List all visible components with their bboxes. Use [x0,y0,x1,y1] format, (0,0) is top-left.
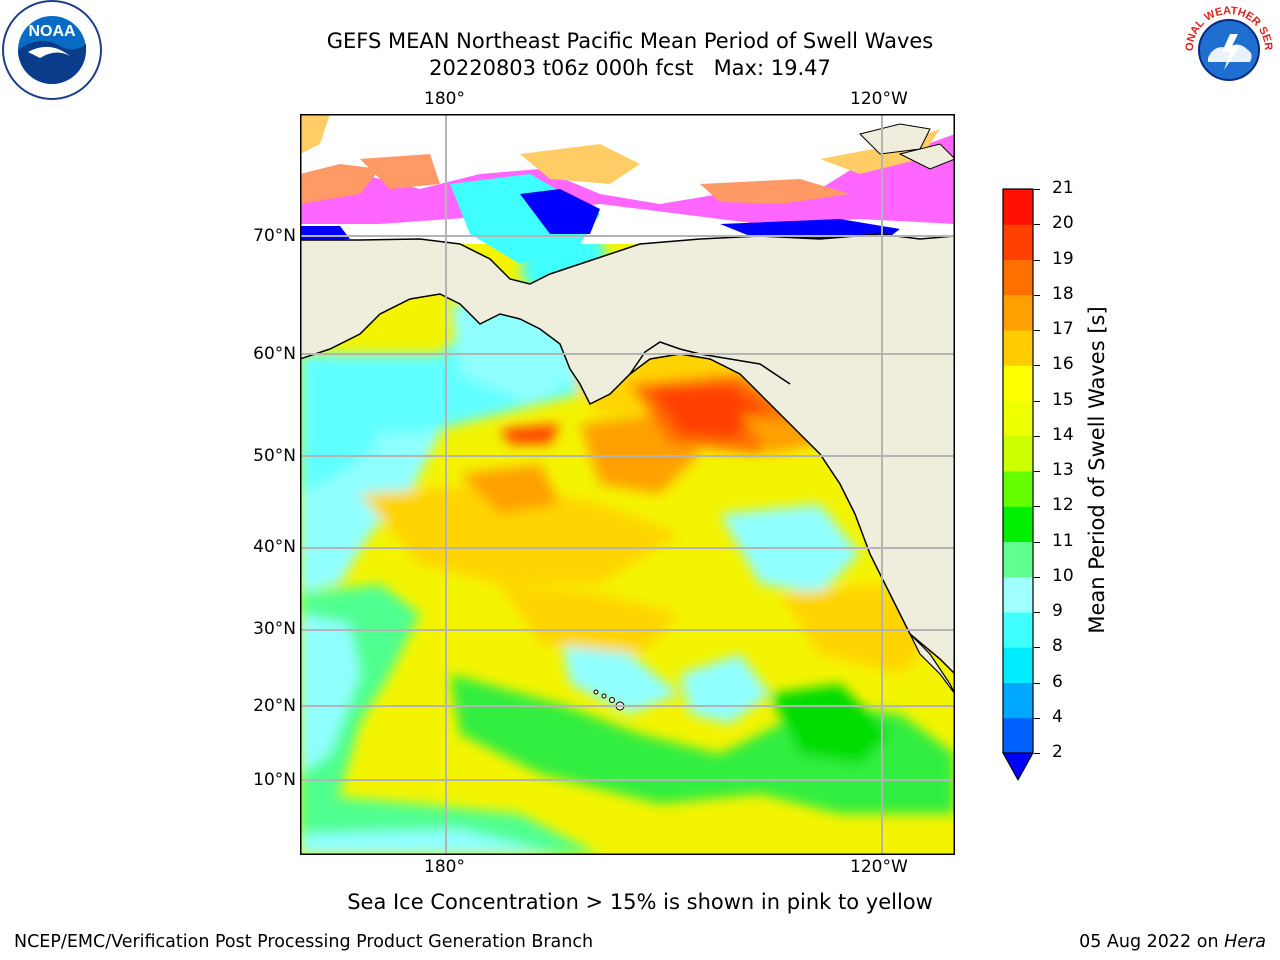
footer-host: Hera [1224,932,1266,952]
colorbar-tick-label: 4 [1052,706,1063,727]
colorbar-tick-mark [1034,365,1040,367]
noaa-logo: NOAA [2,0,102,100]
colorbar-tick-mark [1034,682,1040,684]
colorbar-label: Mean Period of Swell Waves [s] [1085,306,1109,634]
colorbar-tick-mark [1034,506,1040,508]
lon-label-top-180: 180° [424,89,465,109]
swell-period-map [300,114,955,855]
colorbar-tick-mark [1034,259,1040,261]
colorbar [1002,188,1034,782]
colorbar-tick-mark [1034,471,1040,472]
colorbar-tick-label: 2 [1052,742,1063,762]
nws-logo: NATIONAL WEATHER SERVICE [1178,0,1277,98]
colorbar-tick-label: 10 [1052,565,1074,586]
colorbar-swatch [1003,647,1033,683]
colorbar-swatch [1003,189,1033,225]
colorbar-tick-label: 21 [1052,178,1074,198]
colorbar-swatch [1003,294,1033,331]
colorbar-swatch [1003,471,1033,507]
colorbar-tick-label: 19 [1052,248,1074,269]
colorbar-tick-label: 11 [1052,530,1074,551]
colorbar-tick-mark [1034,400,1040,402]
colorbar-swatch [1003,259,1033,296]
lon-label-bottom-180: 180° [424,857,465,877]
land [300,123,955,711]
map-frame [300,114,955,855]
colorbar-tick-mark [1034,330,1040,331]
lat-label-10n: 10°N [253,770,296,790]
map-subtitle: 20220803 t06z 000h fcst Max: 19.47 [429,56,831,80]
colorbar-tick-label: 12 [1052,495,1074,516]
colorbar-swatch [1003,435,1033,472]
map-title: GEFS MEAN Northeast Pacific Mean Period … [326,29,934,53]
colorbar-tick-label: 9 [1052,601,1063,621]
lon-label-top-120w: 120°W [850,89,908,109]
colorbar-tick-mark [1034,647,1040,649]
colorbar-tick-label: 18 [1052,283,1074,304]
footer-date: 05 Aug 2022 on Hera [1079,932,1266,952]
colorbar-tick-label: 17 [1052,319,1074,339]
lat-label-70n: 70°N [253,226,296,246]
graticule [300,114,955,855]
colorbar-tick-label: 15 [1052,389,1074,410]
colorbar-tick-mark [1034,717,1040,719]
colorbar-swatch [1003,612,1033,648]
colorbar-swatch [1003,576,1033,613]
colorbar-tick-mark [1034,753,1040,754]
colorbar-tick-mark [1034,189,1040,190]
colorbar-tick-mark [1034,576,1040,578]
lat-label-40n: 40°N [253,537,296,557]
colorbar-tick-label: 8 [1052,636,1063,657]
colorbar-swatch [1003,506,1033,542]
noaa-logo-text: NOAA [28,23,76,40]
colorbar-frame [1002,188,1034,754]
colorbar-tick-label: 13 [1052,460,1074,480]
sea-ice-caption: Sea Ice Concentration > 15% is shown in … [347,890,933,914]
colorbar-swatch [1003,365,1033,401]
colorbar-swatch [1003,682,1033,719]
lat-label-30n: 30°N [253,619,296,639]
footer-date-text: 05 Aug 2022 on [1079,932,1219,952]
colorbar-tick-label: 6 [1052,671,1063,692]
lat-label-20n: 20°N [253,696,296,716]
colorbar-tick-mark [1034,435,1040,437]
colorbar-tick-label: 14 [1052,424,1074,445]
colorbar-tick-mark [1034,541,1040,543]
colorbar-tick-mark [1034,224,1040,226]
sea-ice-area [300,114,955,264]
colorbar-swatch [1003,224,1033,260]
colorbar-tick-label: 20 [1052,213,1074,234]
lon-label-bottom-120w: 120°W [850,857,908,877]
colorbar-extend-arrow [1002,752,1034,782]
colorbar-swatch [1003,400,1033,437]
lat-label-60n: 60°N [253,344,296,364]
colorbar-tick-mark [1034,612,1040,613]
colorbar-swatch [1003,541,1033,578]
footer-credit: NCEP/EMC/Verification Post Processing Pr… [14,932,594,952]
colorbar-tick-label: 16 [1052,354,1074,375]
colorbar-swatch [1003,330,1033,366]
colorbar-swatch [1003,717,1033,754]
lat-label-50n: 50°N [253,446,296,466]
colorbar-tick-mark [1034,294,1040,296]
